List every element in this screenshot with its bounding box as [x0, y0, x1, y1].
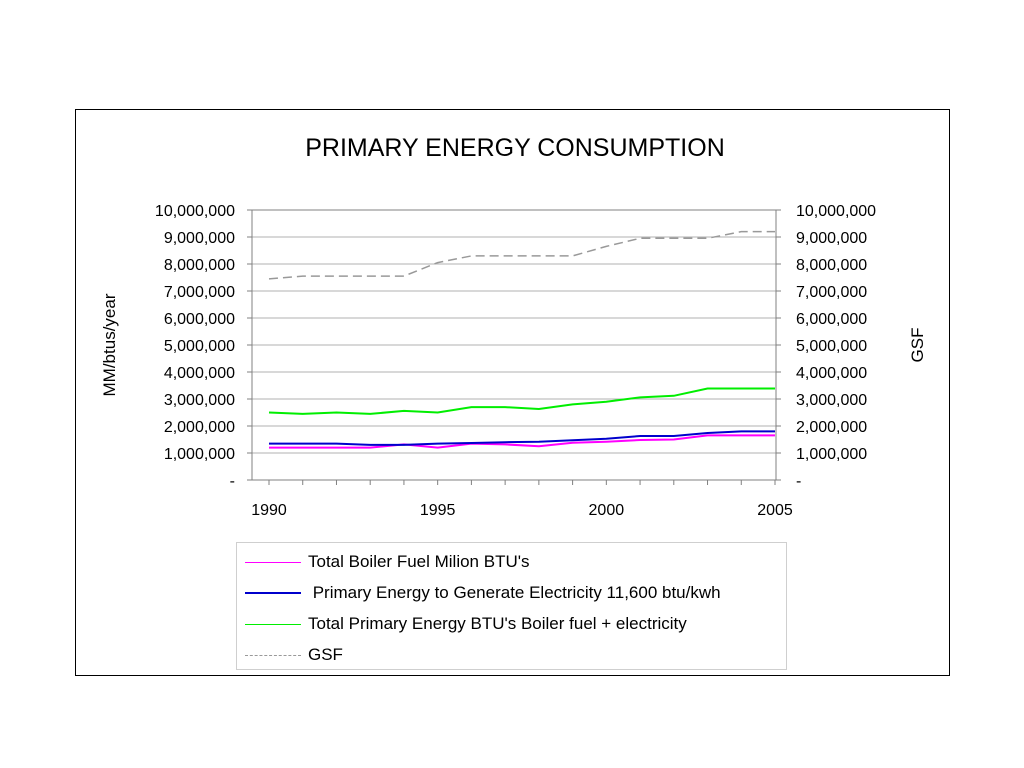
y-tick-label-right: 7,000,000 [796, 284, 867, 301]
series-lines [268, 230, 775, 449]
y-axis-label-right: GSF [908, 328, 927, 363]
y-tick-label-right: 5,000,000 [796, 338, 867, 355]
legend-swatch [245, 561, 301, 563]
legend-item: Total Boiler Fuel Milion BTU's [237, 548, 788, 576]
y-tick-label-right: - [796, 473, 801, 490]
y-tick-label-left: 1,000,000 [164, 446, 235, 463]
legend-label: Primary Energy to Generate Electricity 1… [308, 583, 721, 602]
series-line-4 [268, 230, 775, 280]
x-tick-label: 2005 [757, 502, 793, 519]
y-tick-label-left: 9,000,000 [164, 230, 235, 247]
legend-label: Total Primary Energy BTU's Boiler fuel +… [308, 614, 687, 633]
series-line-2 [269, 430, 775, 446]
y-tick-label-left: 5,000,000 [164, 338, 235, 355]
legend-label: Total Boiler Fuel Milion BTU's [308, 552, 530, 571]
legend-swatch [245, 623, 301, 625]
y-tick-label-left: 10,000,000 [155, 203, 235, 220]
chart-frame [75, 109, 950, 676]
x-tick-label: 2000 [589, 502, 625, 519]
x-tick-label: 1990 [251, 502, 287, 519]
tick-labels: - - 1,000,000 1,000,000 2,000,000 2,000,000 3,… [155, 203, 876, 519]
x-tick-label: 1995 [420, 502, 456, 519]
chart-title: PRIMARY ENERGY CONSUMPTION [305, 134, 725, 162]
series-line-1 [269, 434, 775, 449]
legend: Total Boiler Fuel Milion BTU's Primary E… [236, 542, 787, 670]
legend-item: GSF [237, 641, 788, 669]
axes [247, 209, 781, 485]
y-tick-label-right: 10,000,000 [796, 203, 876, 220]
y-tick-label-right: 8,000,000 [796, 257, 867, 274]
y-axis-label-left: MM/btus/year [100, 293, 119, 396]
y-tick-label-right: 9,000,000 [796, 230, 867, 247]
y-tick-label-left: 4,000,000 [164, 365, 235, 382]
y-tick-label-left: 8,000,000 [164, 257, 235, 274]
y-tick-label-left: 2,000,000 [164, 419, 235, 436]
y-tick-label-right: 2,000,000 [796, 419, 867, 436]
y-tick-label-right: 3,000,000 [796, 392, 867, 409]
y-tick-label-right: 6,000,000 [796, 311, 867, 328]
legend-swatch [245, 592, 301, 594]
y-tick-label-right: 1,000,000 [796, 446, 867, 463]
legend-swatch [245, 654, 301, 656]
y-tick-label-right: 4,000,000 [796, 365, 867, 382]
legend-label: GSF [308, 645, 343, 664]
legend-item: Primary Energy to Generate Electricity 1… [237, 579, 788, 607]
legend-item: Total Primary Energy BTU's Boiler fuel +… [237, 610, 788, 638]
y-tick-label-left: 7,000,000 [164, 284, 235, 301]
y-tick-label-left: - [230, 473, 235, 490]
y-tick-label-left: 3,000,000 [164, 392, 235, 409]
gridlines [252, 236, 776, 454]
series-line-3 [268, 387, 775, 415]
y-tick-label-left: 6,000,000 [164, 311, 235, 328]
